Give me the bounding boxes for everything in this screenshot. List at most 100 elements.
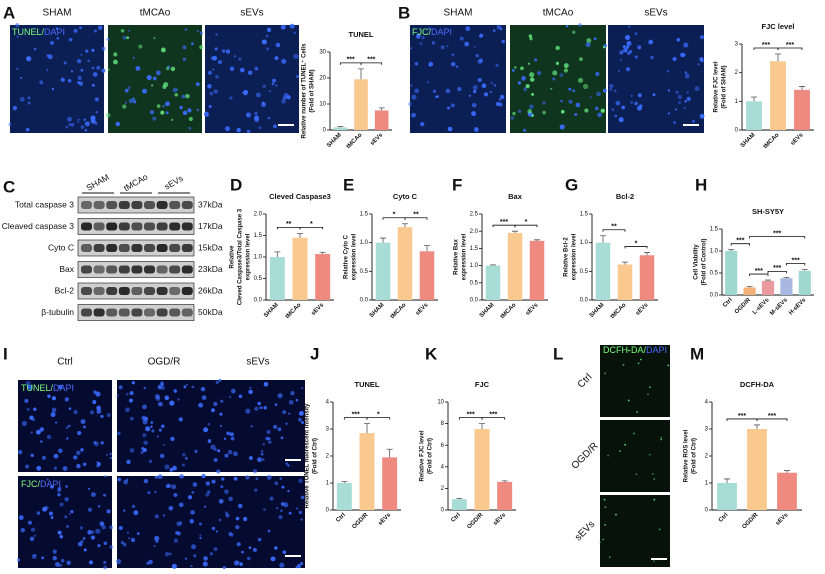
cell-dot	[109, 452, 112, 456]
cell-dot	[83, 548, 87, 552]
error-bar	[479, 423, 485, 429]
cell-dot	[178, 417, 183, 422]
y-axis-label: (Fold of Ctrl)	[428, 438, 434, 474]
cell-dot	[191, 42, 194, 46]
cell-dot	[46, 478, 49, 481]
cell-dot	[19, 96, 25, 102]
cell-dot	[275, 42, 281, 48]
cell-dot	[87, 529, 93, 535]
cell-dot	[113, 59, 118, 65]
cell-dot	[550, 87, 553, 90]
cell-dot	[269, 90, 272, 93]
cell-dot	[12, 105, 18, 111]
cell-dot	[213, 89, 218, 94]
error-bar	[274, 251, 281, 257]
cell-dot	[59, 502, 64, 507]
blot-band	[106, 287, 118, 295]
chart-title: Bax	[508, 192, 523, 201]
cell-dot	[490, 82, 493, 85]
error-bar	[341, 481, 348, 483]
cell-dot	[176, 531, 181, 536]
cell-dot	[182, 57, 187, 62]
cell-dot	[16, 67, 19, 71]
y-axis-label: (Fold of Ctrl)	[313, 438, 319, 474]
blot-band	[118, 244, 130, 252]
cell-dot	[260, 450, 264, 453]
blot-size: 23kDa	[198, 264, 223, 274]
x-tick-label: sEVs	[525, 302, 540, 317]
cell-dot	[171, 118, 174, 121]
cell-dot	[261, 39, 267, 45]
cell-dot	[208, 104, 212, 109]
y-tick-label: 0.5	[470, 280, 479, 286]
cell-dot	[207, 490, 211, 494]
cell-dot	[126, 393, 129, 396]
cell-dot	[653, 498, 656, 501]
significance-label: ***	[347, 57, 355, 64]
cell-dot	[171, 484, 177, 490]
cell-dot	[17, 558, 20, 562]
y-tick-label: 3	[735, 42, 739, 48]
stain-label: TUNEL/DAPI	[12, 27, 65, 37]
y-tick-label: 0.5	[360, 269, 369, 275]
cell-dot	[572, 89, 576, 93]
cell-dot	[188, 126, 192, 130]
cell-dot	[190, 565, 193, 568]
cell-dot	[66, 560, 71, 565]
cell-dot	[252, 547, 257, 552]
cell-dot	[230, 388, 236, 394]
cell-dot	[479, 33, 484, 38]
cell-dot	[201, 395, 207, 400]
cell-dot	[614, 114, 618, 118]
cell-dot	[64, 497, 69, 502]
y-tick-label: 2.5	[470, 212, 479, 218]
cell-dot	[227, 449, 233, 455]
cell-dot	[281, 99, 286, 104]
blot-band	[81, 222, 92, 231]
cell-dot	[33, 534, 36, 537]
bar	[794, 89, 810, 130]
cell-dot	[261, 458, 265, 461]
image-bg	[600, 420, 670, 492]
cell-dot	[233, 476, 238, 481]
blot-label: Bax	[59, 264, 74, 274]
error-bar	[364, 423, 370, 434]
significance-bracket	[624, 246, 648, 249]
cell-dot	[49, 40, 55, 45]
bar	[374, 110, 389, 130]
cell-dot	[269, 496, 274, 501]
cell-dot	[27, 520, 32, 525]
cell-dot	[270, 556, 276, 562]
cell-dot	[293, 53, 299, 59]
cell-dot	[127, 86, 131, 90]
cell-dot	[625, 45, 630, 49]
blot-band	[169, 244, 181, 252]
bar	[497, 481, 513, 510]
error-bar	[456, 498, 463, 500]
blot-band	[156, 308, 168, 317]
cell-dot	[199, 45, 204, 50]
cell-dot	[250, 425, 253, 428]
cell-dot	[66, 524, 69, 528]
y-tick-label: 10	[437, 400, 444, 406]
cell-dot	[151, 429, 155, 433]
cell-dot	[70, 70, 74, 73]
cell-dot	[79, 26, 83, 30]
cell-dot	[90, 535, 96, 540]
cell-dot	[633, 432, 635, 435]
cell-dot	[138, 44, 143, 49]
cell-dot	[203, 427, 209, 433]
y-tick-label: 1.5	[254, 233, 263, 239]
cell-dot	[213, 457, 218, 463]
bar	[315, 253, 331, 300]
bar	[507, 232, 523, 300]
cell-dot	[162, 514, 165, 517]
cell-dot	[228, 496, 233, 502]
cell-dot	[622, 363, 625, 366]
cell-dot	[214, 47, 218, 51]
cell-dot	[182, 45, 187, 50]
micrograph	[116, 380, 212, 472]
significance-label: ***	[762, 42, 770, 49]
cell-dot	[178, 521, 183, 525]
cell-dot	[578, 23, 582, 27]
